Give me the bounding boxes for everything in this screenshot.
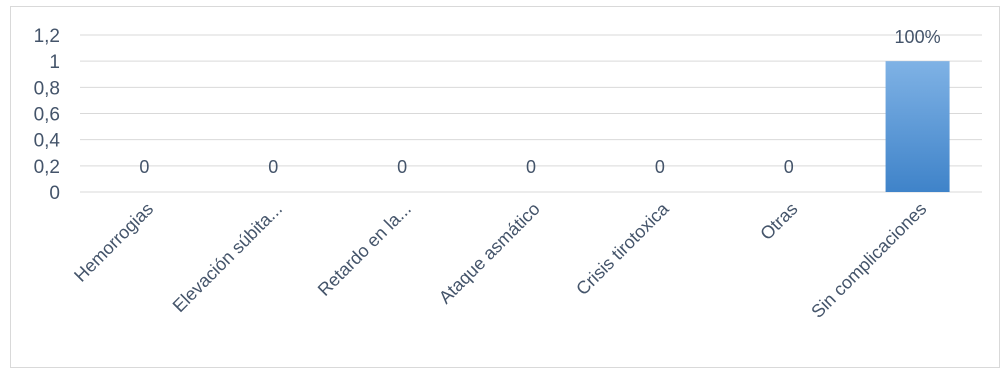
y-tick-label: 0 [49, 183, 60, 204]
data-label: 0 [526, 157, 536, 177]
data-label: 0 [655, 157, 665, 177]
category-label: Elevación súbita... [169, 199, 286, 316]
category-label: Crisis tirotoxica [572, 198, 673, 299]
data-labels: 0 0 0 0 0 0 100% [139, 27, 940, 177]
data-label: 0 [784, 157, 794, 177]
chart-frame [10, 6, 1000, 368]
data-label: 100% [895, 27, 941, 47]
x-axis-categories: Hemorrogias Elevación súbita... Retardo en… [70, 198, 930, 322]
y-tick-label: 0,4 [34, 131, 61, 152]
y-axis-ticks: 0 0,2 0,4 0,6 0,8 1 1,2 [34, 26, 61, 204]
category-label: Ataque asmático [435, 199, 544, 308]
gridlines [80, 34, 982, 193]
category-label: Retardo en la... [314, 199, 415, 300]
bar [885, 61, 950, 192]
y-tick-label: 1 [49, 52, 60, 73]
y-tick-label: 0,2 [34, 157, 60, 178]
data-label: 0 [397, 157, 407, 177]
bars [885, 61, 950, 192]
category-label: Otras [756, 199, 801, 244]
data-label: 0 [268, 157, 278, 177]
data-label: 0 [139, 157, 149, 177]
y-tick-label: 0,8 [34, 78, 60, 99]
category-label: Hemorrogias [70, 199, 157, 286]
category-label: Sin complicaciones [807, 199, 930, 322]
y-tick-label: 1,2 [34, 26, 60, 47]
y-tick-label: 0,6 [34, 105, 60, 126]
